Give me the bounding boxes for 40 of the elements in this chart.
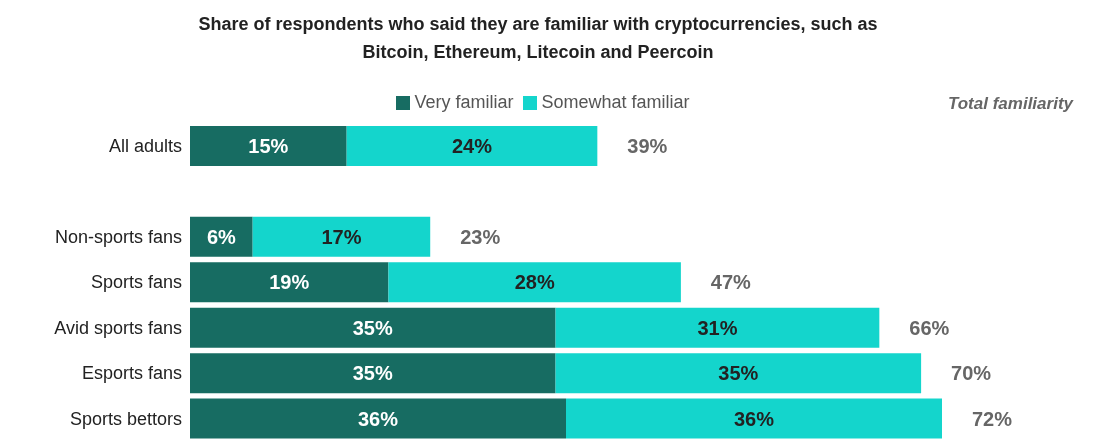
bar [555, 307, 880, 348]
bar [252, 216, 431, 257]
total-label: 39% [627, 135, 668, 157]
chart-title: Share of respondents who said they are familiar with cryptocurrencies, such as Bitcoin, Ethereum, Litecoin and Peercoin [197, 13, 879, 64]
bar [190, 126, 347, 166]
y-tick-label: All adults [108, 136, 182, 157]
total-label: 72% [971, 407, 1013, 430]
y-tick-label: Sports fans [90, 272, 182, 293]
data-label: 36% [733, 407, 775, 430]
bar [190, 307, 556, 348]
data-label: 28% [514, 271, 555, 294]
legend-label: Very familiar [414, 92, 514, 112]
y-tick-label: Esports fans [81, 363, 182, 384]
total-label: 23% [460, 225, 501, 248]
y-tick-label: Sports bettors [69, 408, 182, 429]
bar [566, 398, 942, 439]
bar [190, 353, 556, 394]
data-label: 6% [206, 225, 236, 248]
bar [388, 262, 681, 303]
total-label: 66% [909, 316, 950, 339]
text: Total familiarity [947, 94, 1075, 114]
total-label: 70% [951, 362, 992, 385]
bar [555, 353, 922, 394]
data-label: 36% [357, 407, 399, 430]
data-label: 15% [248, 135, 289, 157]
bar [190, 262, 389, 303]
data-label: 17% [321, 225, 362, 248]
legend-label: Somewhat familiar [541, 92, 690, 112]
bar [190, 216, 253, 257]
data-label: 35% [352, 362, 394, 385]
bar [190, 398, 566, 439]
y-tick-label: Avid sports fans [54, 317, 182, 338]
data-label: 35% [718, 362, 759, 385]
bar [346, 126, 598, 166]
data-label: 31% [697, 316, 738, 339]
data-label: 35% [352, 316, 394, 339]
total-label: 47% [710, 271, 752, 294]
data-label: 19% [269, 271, 310, 294]
y-tick-label: Non-sports fans [54, 226, 182, 247]
data-label: 24% [451, 135, 493, 157]
